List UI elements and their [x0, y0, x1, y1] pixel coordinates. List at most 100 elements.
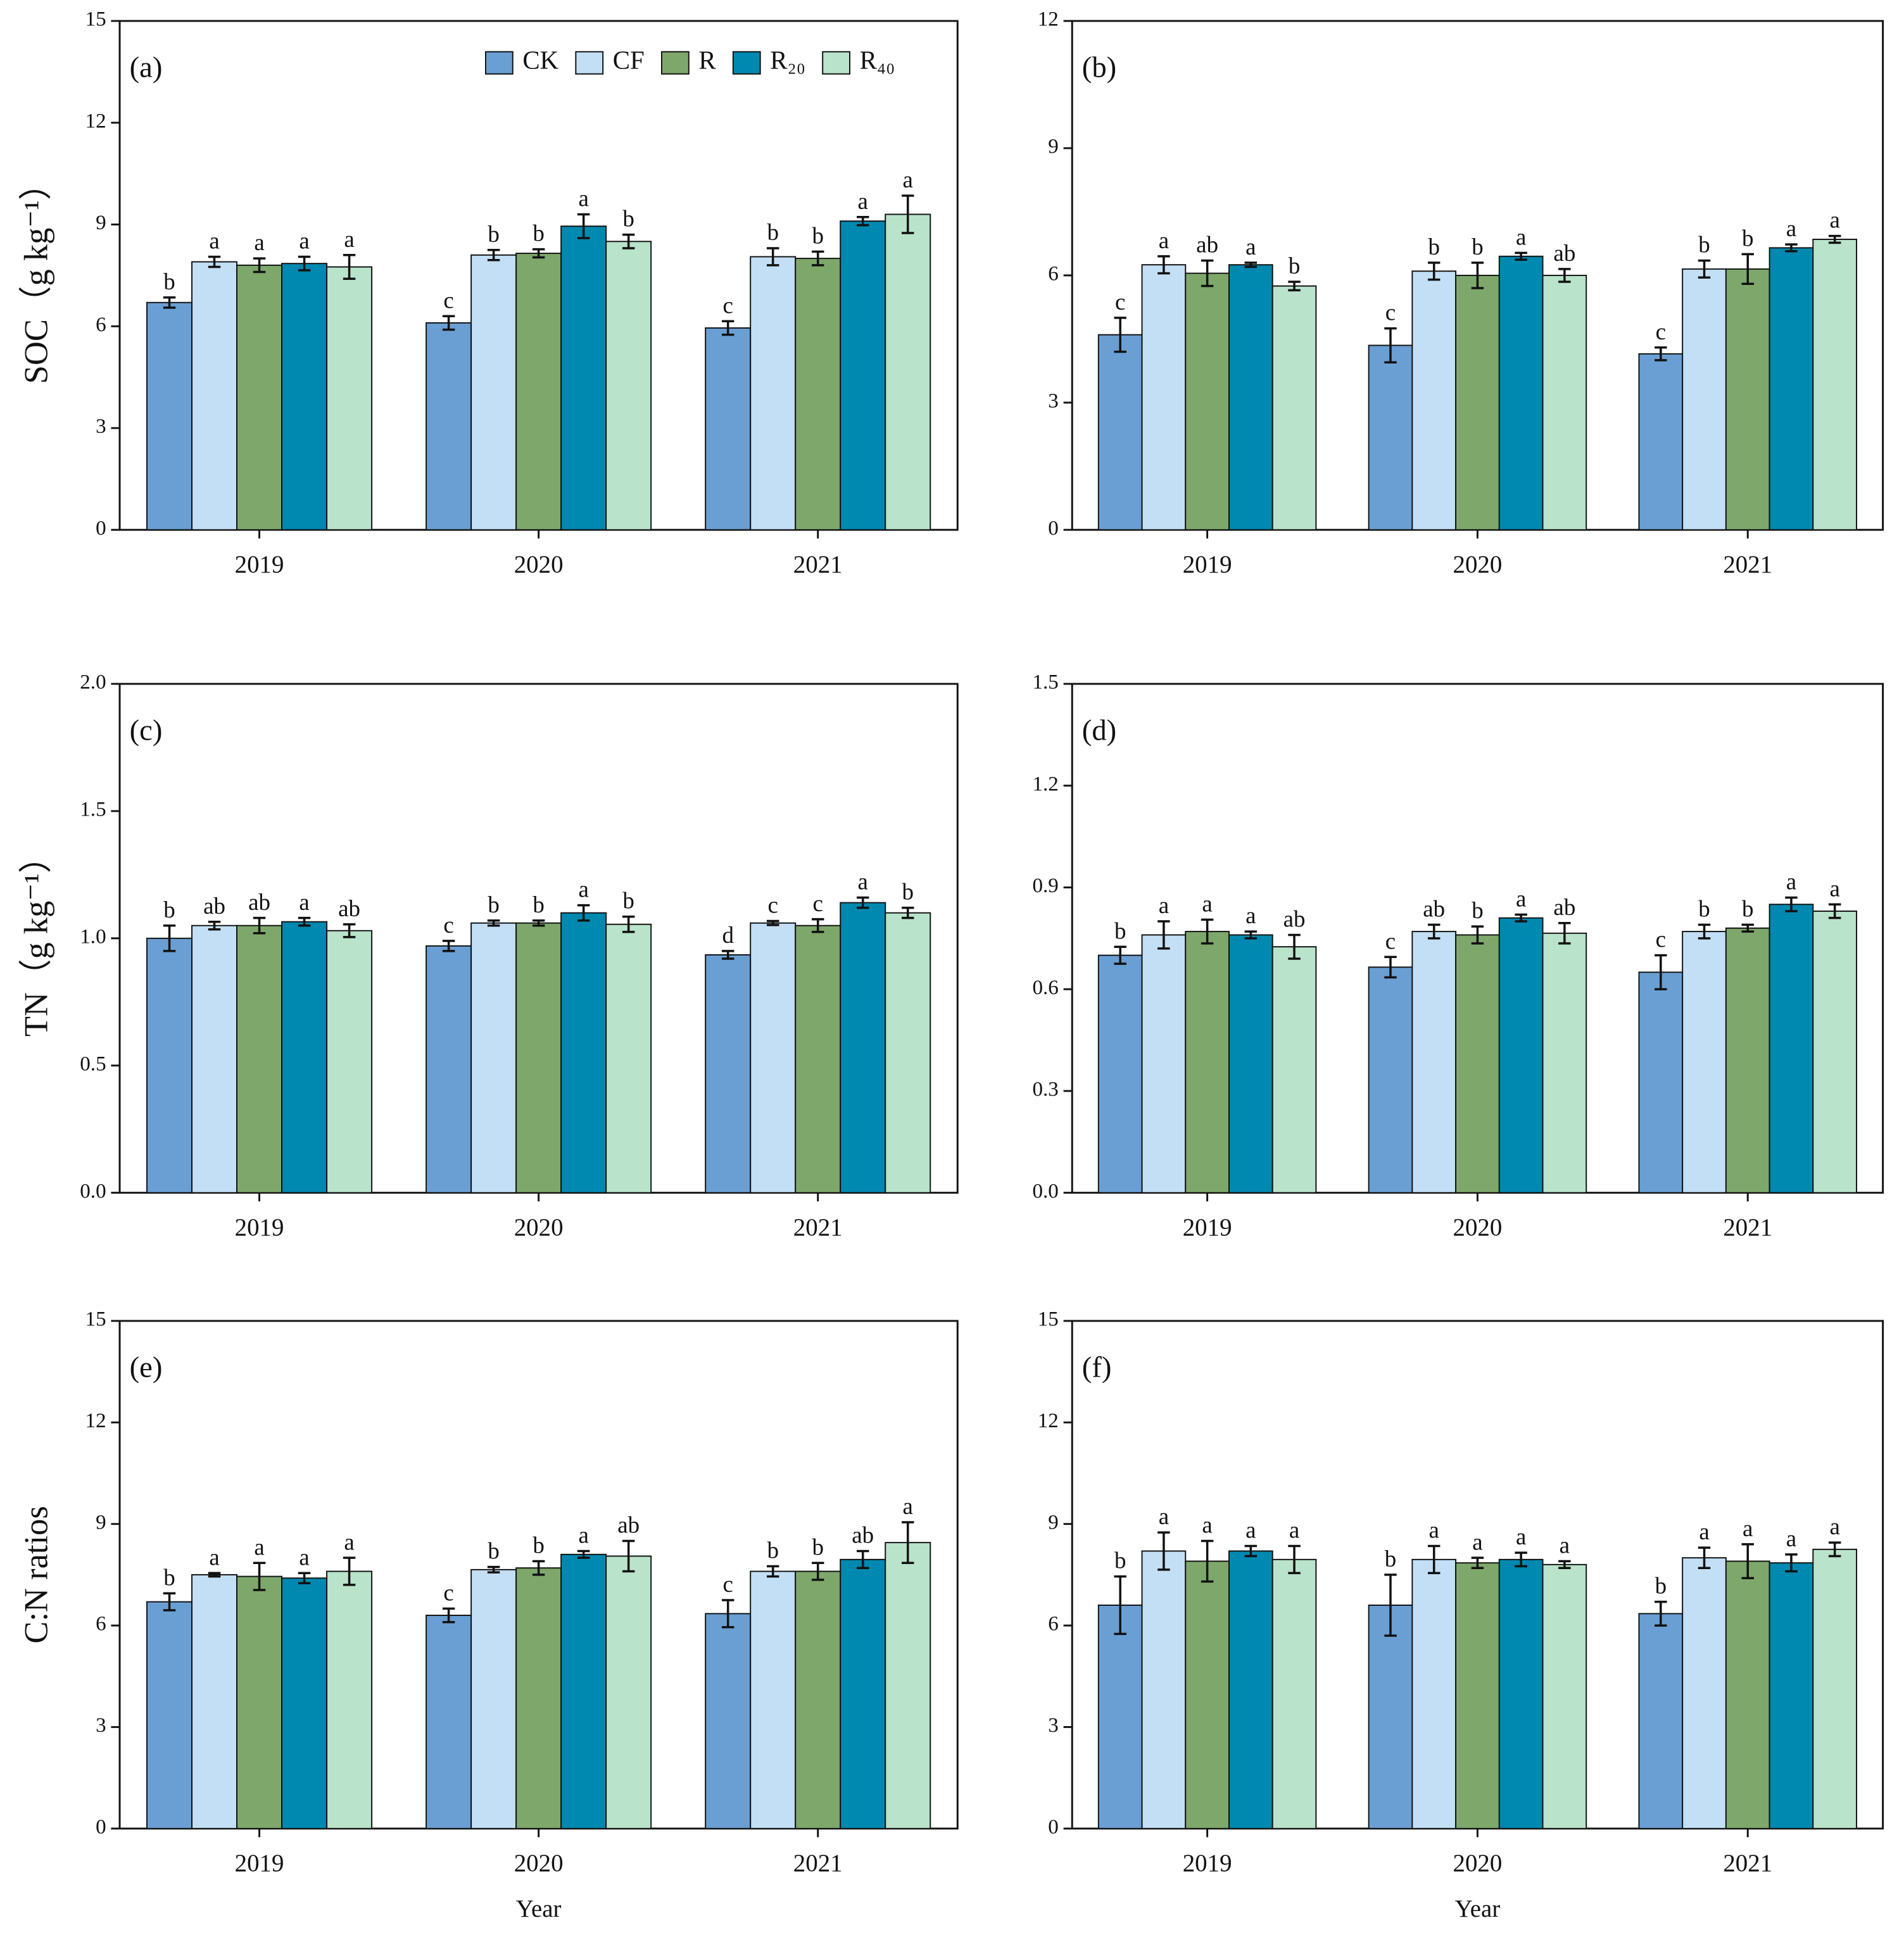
error-bar — [622, 233, 635, 249]
error-bar — [1558, 268, 1571, 283]
error-bar — [1244, 1544, 1258, 1558]
error-bar — [766, 247, 779, 267]
bar — [426, 322, 472, 531]
significance-letter: a — [858, 869, 868, 895]
significance-letter: b — [767, 219, 778, 245]
bar — [426, 1615, 472, 1829]
error-bar — [253, 257, 266, 274]
error-bar — [1698, 923, 1711, 940]
bar — [1271, 946, 1317, 1194]
y-axis-label: TN（g kg⁻¹） — [18, 840, 55, 1037]
y-tick-label: 12 — [1038, 8, 1059, 31]
error-bar — [1201, 259, 1214, 287]
error-bar — [1244, 930, 1258, 940]
significance-letter: a — [1829, 1513, 1839, 1539]
significance-letter: a — [299, 889, 309, 915]
y-axis-label: C:N ratios — [18, 1506, 55, 1643]
significance-letter: a — [254, 229, 264, 255]
bar — [1725, 1560, 1770, 1829]
bar — [326, 266, 373, 531]
x-tick-label: 2021 — [793, 1850, 843, 1877]
bar — [1271, 285, 1317, 531]
bar — [840, 902, 886, 1194]
error-bar — [1515, 251, 1527, 261]
significance-letter: a — [1472, 1529, 1482, 1555]
error-bar — [1157, 1531, 1170, 1571]
x-tick-label: 2019 — [235, 551, 284, 578]
bar — [885, 912, 931, 1194]
bar — [605, 1555, 652, 1829]
bar — [1682, 1557, 1727, 1829]
error-bar — [857, 216, 869, 227]
bar — [281, 1577, 328, 1829]
significance-letter: ab — [617, 1512, 640, 1538]
significance-letter: a — [1786, 869, 1796, 895]
panel-label: (e) — [130, 1351, 163, 1384]
significance-letter: ab — [1553, 240, 1575, 266]
significance-letter: a — [578, 876, 588, 902]
error-bar — [163, 296, 176, 309]
significance-letter: c — [813, 890, 823, 916]
panel-label: (a) — [130, 51, 163, 84]
y-tick-label: 6 — [1048, 263, 1059, 286]
error-bar — [857, 1549, 869, 1569]
significance-letter: a — [299, 1544, 309, 1570]
significance-letter: ab — [1423, 895, 1445, 921]
bar — [750, 1570, 797, 1829]
y-tick-label: 15 — [85, 8, 106, 31]
bar — [1185, 931, 1230, 1194]
bar — [1141, 1550, 1187, 1829]
bar — [281, 263, 328, 531]
significance-letter: a — [903, 1493, 913, 1519]
error-bar — [532, 1560, 545, 1576]
panel-label: (c) — [130, 714, 163, 747]
error-bar — [902, 194, 914, 234]
x-tick-label: 2020 — [1453, 551, 1503, 578]
legend-swatch — [484, 51, 514, 75]
error-bar — [1288, 933, 1301, 960]
bar — [795, 258, 842, 531]
y-tick-label: 15 — [1038, 1308, 1059, 1331]
bar — [1185, 1560, 1230, 1829]
y-tick-label: 3 — [1048, 1714, 1059, 1737]
significance-letter: ab — [852, 1522, 874, 1548]
bar — [840, 1558, 886, 1829]
error-bar — [487, 919, 500, 927]
error-bar — [442, 1607, 455, 1624]
bar — [1141, 934, 1187, 1194]
bar — [1498, 917, 1544, 1194]
error-bar — [1558, 1560, 1571, 1569]
bar — [470, 922, 517, 1194]
bar — [560, 225, 607, 531]
y-tick-label: 0.0 — [80, 1180, 106, 1202]
bar — [281, 921, 328, 1194]
significance-letter: a — [1786, 1525, 1796, 1551]
bar — [1411, 931, 1457, 1194]
error-bar — [1157, 920, 1170, 950]
bar — [1768, 1562, 1814, 1829]
legend-label: CF — [613, 46, 645, 75]
significance-letter: b — [1742, 895, 1753, 921]
bar — [1682, 931, 1727, 1194]
significance-letter: a — [1516, 1524, 1526, 1549]
error-bar — [1698, 1546, 1711, 1569]
bar — [1768, 247, 1814, 531]
error-bar — [1741, 1543, 1754, 1579]
significance-letter: b — [533, 220, 544, 246]
y-tick-label: 12 — [1038, 1410, 1059, 1432]
significance-letter: a — [1786, 215, 1796, 241]
error-bar — [1427, 1544, 1441, 1574]
significance-letter: c — [767, 892, 778, 918]
error-bar — [163, 924, 176, 952]
significance-letter: c — [1656, 319, 1666, 344]
y-tick-label: 12 — [85, 1410, 106, 1432]
error-bar — [1114, 317, 1126, 353]
bar — [1768, 904, 1814, 1194]
significance-letter: a — [1202, 1512, 1212, 1538]
significance-letter: a — [1202, 890, 1212, 916]
y-tick-label: 9 — [1048, 136, 1059, 158]
bar — [236, 264, 283, 531]
x-tick-label: 2020 — [514, 1214, 564, 1241]
